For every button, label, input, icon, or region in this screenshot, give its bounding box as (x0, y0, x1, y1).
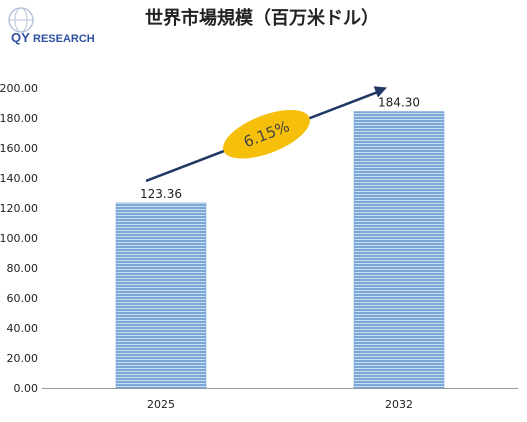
logo-text: RESEARCH (33, 33, 95, 45)
y-tick-label: 140.00 (0, 172, 38, 185)
data-label-2032: 184.30 (378, 96, 420, 110)
y-tick-label: 200.00 (0, 82, 38, 95)
y-tick-label: 20.00 (7, 352, 39, 365)
y-tick-label: 160.00 (0, 142, 38, 155)
growth-annotation: 6.15% (145, 86, 387, 183)
y-tick-label: 0.00 (14, 382, 39, 395)
x-tick-label-2025: 2025 (147, 398, 175, 411)
y-tick-label: 80.00 (7, 262, 39, 275)
y-tick-label: 40.00 (7, 322, 39, 335)
y-tick-label: 60.00 (7, 292, 39, 305)
chart-title: 世界市場規模（百万米ドル） (145, 8, 379, 29)
bars: 123.36 2025 184.30 2032 (115, 96, 445, 411)
y-tick-label: 120.00 (0, 202, 38, 215)
y-tick-label: 100.00 (0, 232, 38, 245)
bar-2032 (353, 111, 445, 389)
qyresearch-logo: QY RESEARCH (8, 7, 95, 45)
y-axis: 0.00 20.00 40.00 60.00 80.00 100.00 120.00 140.… (0, 82, 518, 395)
cagr-ellipse (223, 109, 310, 159)
y-tick-label: 180.00 (0, 112, 38, 125)
data-label-2025: 123.36 (140, 187, 182, 201)
logo-mark: QY (11, 30, 30, 45)
arrow-head-icon (373, 86, 387, 98)
bar-2025 (115, 202, 207, 389)
x-tick-label-2032: 2032 (385, 398, 413, 411)
